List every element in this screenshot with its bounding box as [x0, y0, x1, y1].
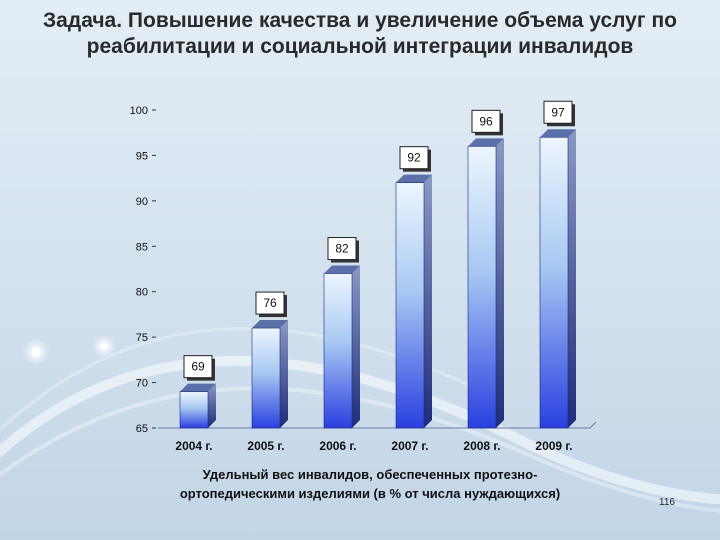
bar-side [568, 129, 576, 428]
bar-top [396, 174, 432, 183]
x-tick-label: 2008 г. [463, 439, 500, 453]
data-label-box [255, 291, 285, 315]
data-label-box [471, 109, 501, 133]
bar-top [180, 383, 216, 392]
bar-side [496, 138, 504, 429]
x-tick-label: 2005 г. [247, 439, 284, 453]
data-label-box [183, 355, 213, 379]
bar-top [252, 320, 288, 329]
x-axis-line [158, 421, 597, 429]
y-tick-label: 70 [136, 378, 148, 390]
bar-side [424, 174, 432, 428]
data-label: 96 [479, 114, 493, 128]
data-label: 76 [263, 296, 277, 310]
y-tick-label: 90 [136, 196, 148, 208]
bar [467, 146, 497, 429]
data-label-box [399, 146, 429, 170]
bar-side [280, 320, 288, 428]
bar-top [324, 265, 360, 274]
y-tick-label: 80 [136, 287, 148, 299]
page-number: 116 [659, 497, 675, 508]
x-tick-label: 2007 г. [391, 439, 428, 453]
bar [323, 273, 353, 429]
x-axis-label: Удельный вес инвалидов, обеспеченных про… [179, 467, 561, 501]
data-label: 69 [191, 360, 205, 374]
x-tick-label: 2004 г. [175, 439, 212, 453]
bar [179, 391, 209, 429]
bar [395, 182, 425, 429]
bar-side [208, 383, 216, 428]
bar [539, 136, 569, 429]
bar-side [352, 265, 360, 428]
y-tick-label: 75 [136, 332, 148, 344]
bar-top [540, 129, 576, 138]
slide-title: Задача. Повышение качества и увеличение … [43, 9, 677, 58]
y-tick-label: 100 [130, 105, 148, 117]
y-tick-label: 65 [136, 423, 148, 435]
data-label: 82 [335, 242, 349, 256]
y-tick-label: 85 [136, 241, 148, 253]
x-tick-label: 2006 г. [319, 439, 356, 453]
data-label-box [327, 237, 357, 261]
bar [251, 327, 281, 429]
data-label: 92 [407, 151, 421, 165]
data-label-box [543, 100, 573, 124]
data-label: 97 [551, 105, 565, 119]
bar-top [468, 138, 504, 147]
y-tick-label: 95 [136, 150, 148, 162]
x-tick-label: 2009 г. [535, 439, 572, 453]
